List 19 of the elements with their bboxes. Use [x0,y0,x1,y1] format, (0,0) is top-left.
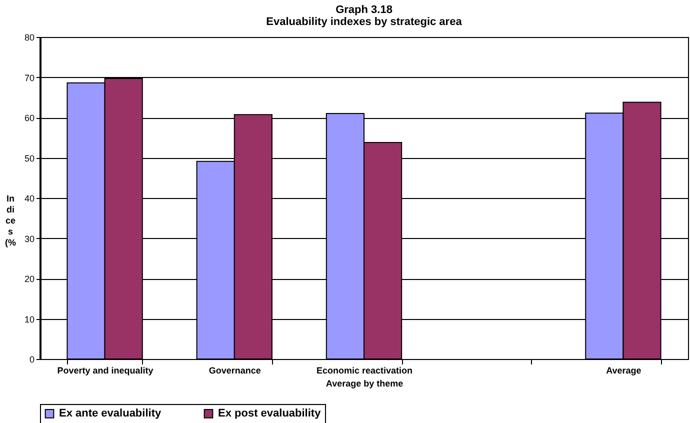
y-tick-label: 0 [29,354,34,364]
y-tick-label: 50 [24,153,34,164]
legend-label: Ex ante evaluability [59,408,162,420]
y-tick-label: 60 [24,113,34,123]
y-tick-label: 30 [24,234,34,244]
x-tick-label: Average [606,366,642,376]
x-tick-label: Poverty and inequality [57,366,154,376]
x-tick-label: Governance [208,366,261,376]
y-tick-label: 70 [24,72,34,83]
y-tick-label: 80 [24,32,34,42]
x-tick-label: Economic reactivation [316,366,413,376]
chart-title: Graph 3.18 [336,4,392,16]
y-tick-label: 40 [24,194,34,204]
chart-subtitle: Evaluability indexes by strategic area [266,16,463,28]
y-axis-title: Indices (% [5,194,16,248]
y-tick-label: 10 [24,314,34,324]
x-axis-title: Average by theme [326,378,404,388]
legend-label: Ex post evaluability [218,408,322,420]
y-tick-label: 20 [24,274,34,284]
